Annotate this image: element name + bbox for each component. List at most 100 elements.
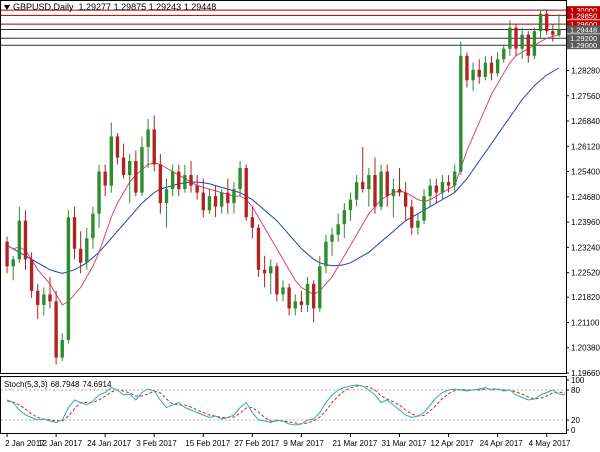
candle-45 — [281, 280, 285, 302]
candle-51 — [318, 255, 322, 312]
candle-50 — [311, 280, 316, 323]
candle-81 — [502, 45, 506, 63]
level-label-4: 1.29200 — [570, 34, 597, 43]
price-tick-label-2: 1.26840 — [571, 117, 600, 126]
candle-86 — [532, 27, 537, 60]
candle-body-30 — [189, 175, 193, 186]
open-value: 1.29277 — [78, 2, 112, 12]
candle-17 — [109, 122, 113, 193]
candle-16 — [103, 164, 107, 197]
candle-body-46 — [287, 287, 291, 309]
candle-body-41 — [256, 227, 261, 270]
time-tick-label-11: 4 May 2017 — [529, 439, 571, 448]
candle-42 — [262, 255, 267, 288]
candle-48 — [299, 290, 304, 312]
candle-body-78 — [483, 62, 488, 77]
candle-body-49 — [305, 283, 310, 305]
stoch-signal-line — [7, 385, 566, 425]
candle-body-3 — [23, 220, 28, 260]
candle-5 — [36, 283, 40, 319]
candle-53 — [330, 227, 334, 256]
candle-41 — [256, 224, 261, 277]
candle-body-33 — [207, 196, 212, 211]
price-tick-label-11: 1.20380 — [571, 344, 600, 353]
candle-85 — [526, 31, 530, 63]
candles — [5, 10, 561, 365]
candle-body-48 — [299, 301, 304, 305]
candle-body-44 — [275, 266, 279, 295]
price-axis: 1.28280 1.27560 1.26840 1.26120 1.25400 1.246… — [566, 66, 600, 378]
candle-body-88 — [544, 13, 549, 32]
candle-2 — [17, 206, 22, 263]
candle-body-20 — [128, 161, 132, 176]
candle-65 — [403, 182, 408, 221]
candle-body-5 — [36, 290, 40, 305]
candle-body-74 — [459, 55, 463, 172]
level-label-bg-1 — [567, 11, 600, 20]
candle-body-53 — [330, 234, 334, 242]
price-tick-label-4: 1.25400 — [571, 168, 600, 177]
candle-body-69 — [428, 185, 432, 197]
candle-84 — [520, 27, 524, 60]
candle-body-47 — [293, 301, 297, 309]
candle-body-75 — [465, 55, 469, 81]
candle-57 — [354, 175, 359, 207]
candle-22 — [140, 136, 144, 197]
candle-69 — [428, 178, 432, 207]
candle-40 — [250, 206, 255, 239]
candle-body-85 — [526, 34, 530, 56]
candle-56 — [348, 192, 353, 221]
candle-0 — [5, 236, 9, 274]
time-tick-label-7: 21 Mar 2017 — [332, 439, 377, 448]
candle-7 — [48, 276, 52, 309]
candle-88 — [544, 10, 549, 35]
candle-body-83 — [514, 27, 518, 49]
horizontal-levels — [1, 9, 566, 46]
candle-59 — [367, 168, 371, 207]
symbol-info: GBPUSD,Daily 1.29277 1.29875 1.29243 1.2… — [4, 2, 216, 12]
candle-24 — [152, 115, 156, 172]
dropdown-arrow-icon[interactable] — [4, 5, 10, 11]
candle-body-89 — [551, 31, 555, 35]
price-tick-label-0: 1.28280 — [571, 66, 600, 75]
candle-body-1 — [11, 259, 15, 267]
candle-30 — [189, 161, 193, 193]
candle-1 — [11, 255, 15, 281]
candle-body-57 — [354, 182, 359, 200]
stoch-lines — [1, 384, 566, 426]
candle-body-17 — [109, 136, 113, 186]
candle-62 — [385, 164, 389, 207]
stoch-tick-label-1: 80 — [571, 386, 580, 395]
candle-body-63 — [391, 189, 396, 197]
candle-79 — [489, 55, 494, 81]
candle-44 — [275, 262, 279, 302]
candle-73 — [453, 164, 457, 193]
candle-body-59 — [367, 175, 371, 190]
candle-55 — [342, 203, 347, 239]
candle-83 — [514, 24, 518, 56]
candle-body-50 — [311, 283, 316, 309]
candle-90 — [557, 14, 561, 37]
candle-body-13 — [85, 238, 89, 263]
candle-body-29 — [183, 175, 187, 190]
candle-body-15 — [97, 171, 101, 214]
candle-19 — [121, 143, 126, 179]
candle-60 — [373, 157, 377, 214]
candle-31 — [195, 175, 199, 200]
candle-body-36 — [226, 192, 230, 204]
candle-27 — [170, 164, 175, 197]
candle-10 — [66, 210, 71, 344]
candle-body-60 — [373, 175, 377, 207]
stoch-main-line — [6, 384, 566, 426]
time-tick-label-2: 24 Jan 2017 — [87, 439, 132, 448]
stoch-tick-label-0: 100 — [571, 376, 585, 385]
stoch-info: Stoch(5,3,3) 68.7948 74.6914 — [4, 380, 114, 389]
candle-9 — [60, 332, 64, 362]
level-label-3: 1.29448 — [570, 25, 597, 34]
stoch-tick-label-3: 0 — [571, 426, 576, 435]
main-panel-frame — [0, 0, 567, 374]
candle-body-10 — [66, 217, 71, 341]
candle-body-73 — [453, 171, 457, 186]
stoch-tick-label-2: 20 — [571, 416, 580, 425]
